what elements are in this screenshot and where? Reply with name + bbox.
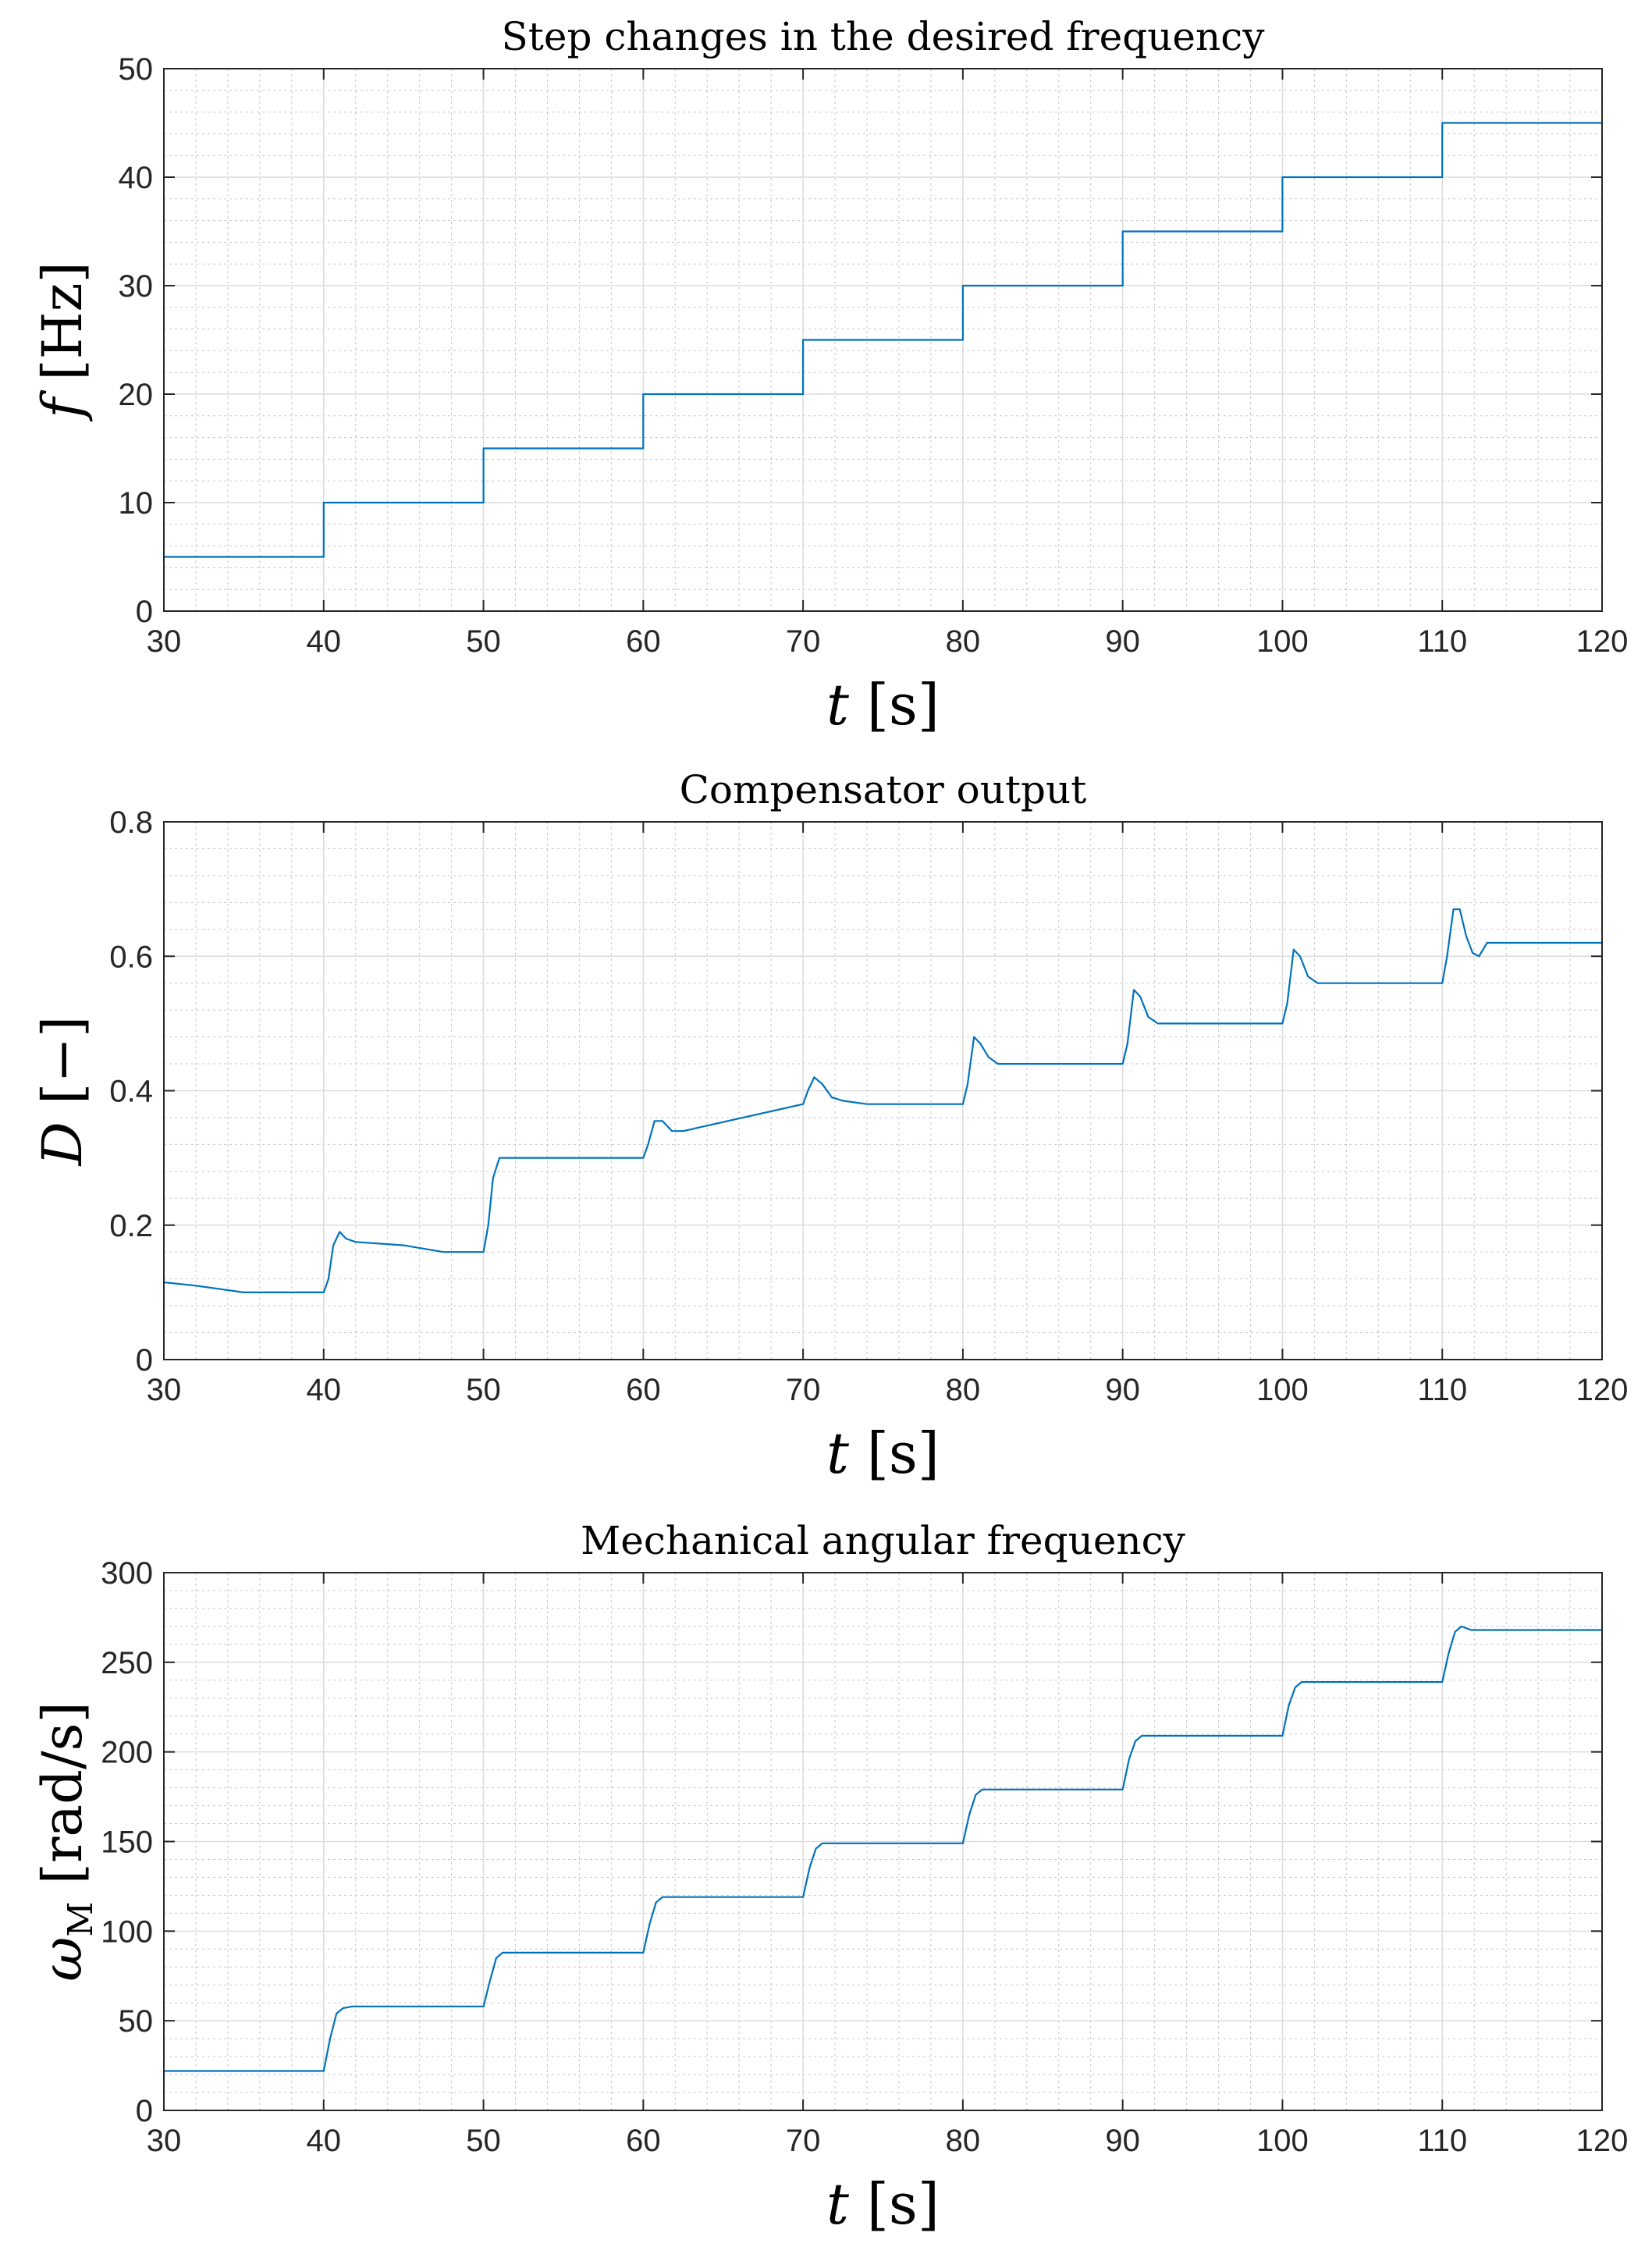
minor-grid — [164, 69, 1602, 611]
x-axis-label: t [s] — [826, 672, 940, 738]
y-tick-label: 0.4 — [109, 1075, 153, 1109]
y-axis-label-subscript: M — [61, 1902, 101, 1937]
chart-title: Step changes in the desired frequency — [502, 14, 1266, 59]
y-tick-label: 300 — [101, 1556, 153, 1591]
y-tick-label: 0.8 — [109, 805, 153, 840]
x-tick-label: 40 — [307, 1373, 342, 1407]
series-line-omega_M — [164, 1625, 1602, 2072]
x-tick-label: 40 — [307, 624, 342, 659]
tick-marks — [163, 1572, 1603, 2111]
x-axis-label: t [s] — [826, 1420, 940, 1486]
tick-marks — [163, 821, 1603, 1360]
y-tick-label: 40 — [119, 161, 154, 195]
x-tick-label: 90 — [1105, 2124, 1140, 2158]
x-axis-label: t [s] — [826, 2171, 940, 2237]
x-tick-label: 80 — [946, 624, 981, 659]
x-tick-label: 40 — [307, 2124, 342, 2158]
x-tick-label: 70 — [786, 624, 821, 659]
y-axis-label-variable: D — [30, 1122, 94, 1167]
y-tick-label: 0.6 — [109, 940, 153, 974]
x-tick-label: 30 — [147, 2124, 182, 2158]
y-tick-label: 250 — [101, 1646, 153, 1680]
y-axis-label-unit: [rad/s] — [30, 1701, 94, 1901]
x-tick-label: 110 — [1417, 624, 1467, 659]
y-axis-label-unit: [−] — [30, 1016, 94, 1122]
x-axis-label-unit: [s] — [849, 1420, 940, 1486]
y-tick-label: 0.2 — [109, 1209, 153, 1243]
x-tick-label: 60 — [626, 624, 661, 659]
x-axis-label-unit: [s] — [849, 2171, 940, 2237]
x-tick-label: 30 — [147, 624, 182, 659]
y-tick-label: 30 — [119, 269, 154, 304]
y-tick-label: 100 — [101, 1914, 153, 1949]
x-axis-label-variable: t — [826, 1420, 850, 1486]
chart-compensator-output: 30 40 50 60 70 80 90 100 110 120 0 0.2 0.4 0.6 0.8 Comp… — [30, 767, 1628, 1486]
x-tick-label: 100 — [1256, 2124, 1309, 2158]
x-tick-label: 90 — [1105, 1373, 1140, 1407]
series-line-D — [163, 908, 1602, 1294]
x-tick-label: 120 — [1576, 624, 1629, 659]
x-tick-label: 100 — [1256, 1373, 1309, 1407]
tick-marks — [163, 68, 1603, 612]
y-axis-label-unit: [Hz] — [30, 261, 94, 398]
x-axis-label-variable: t — [826, 2171, 850, 2237]
y-axis-label: f [Hz] — [30, 261, 94, 422]
x-axis-label-unit: [s] — [849, 672, 940, 738]
y-tick-label: 150 — [101, 1826, 153, 1860]
series-line-f — [164, 122, 1602, 558]
x-tick-label: 50 — [466, 1373, 501, 1407]
x-tick-label: 70 — [786, 2124, 821, 2158]
x-tick-label: 50 — [466, 624, 501, 659]
y-tick-label: 50 — [119, 2004, 154, 2039]
chart-title: Mechanical angular frequency — [581, 1518, 1186, 1563]
x-tick-label: 100 — [1256, 624, 1309, 659]
y-tick-label: 10 — [119, 486, 154, 521]
y-tick-label: 200 — [101, 1736, 153, 1770]
x-tick-label: 50 — [466, 2124, 501, 2158]
x-tick-label: 120 — [1576, 2124, 1629, 2158]
chart-frequency-steps: 30 40 50 60 70 80 90 100 110 120 0 10 20 30 40 50 Step c… — [30, 14, 1628, 738]
x-tick-label: 80 — [946, 1373, 981, 1407]
chart-title: Compensator output — [680, 767, 1087, 812]
x-tick-label: 30 — [147, 1373, 182, 1407]
y-axis-label: ωM [rad/s] — [30, 1701, 101, 1982]
x-tick-label: 60 — [626, 1373, 661, 1407]
chart-angular-frequency: 30 40 50 60 70 80 90 100 110 120 0 50 100 150 200 250 30… — [30, 1518, 1628, 2237]
x-tick-label: 110 — [1417, 2124, 1467, 2158]
y-tick-label: 0 — [136, 1343, 153, 1378]
y-tick-label: 50 — [119, 52, 154, 87]
axes-frame — [163, 68, 1603, 612]
x-axis-label-variable: t — [826, 672, 850, 738]
x-tick-label: 110 — [1417, 1373, 1467, 1407]
x-tick-label: 120 — [1576, 1373, 1629, 1407]
x-tick-label: 80 — [946, 2124, 981, 2158]
x-tick-label: 60 — [626, 2124, 661, 2158]
x-tick-label: 90 — [1105, 624, 1140, 659]
x-tick-label: 70 — [786, 1373, 821, 1407]
y-tick-label: 0 — [136, 2094, 153, 2128]
y-axis-label-variable: ω — [30, 1937, 94, 1982]
y-axis-label: D [−] — [30, 1016, 94, 1168]
y-tick-label: 0 — [136, 595, 153, 629]
y-tick-label: 20 — [119, 378, 154, 412]
